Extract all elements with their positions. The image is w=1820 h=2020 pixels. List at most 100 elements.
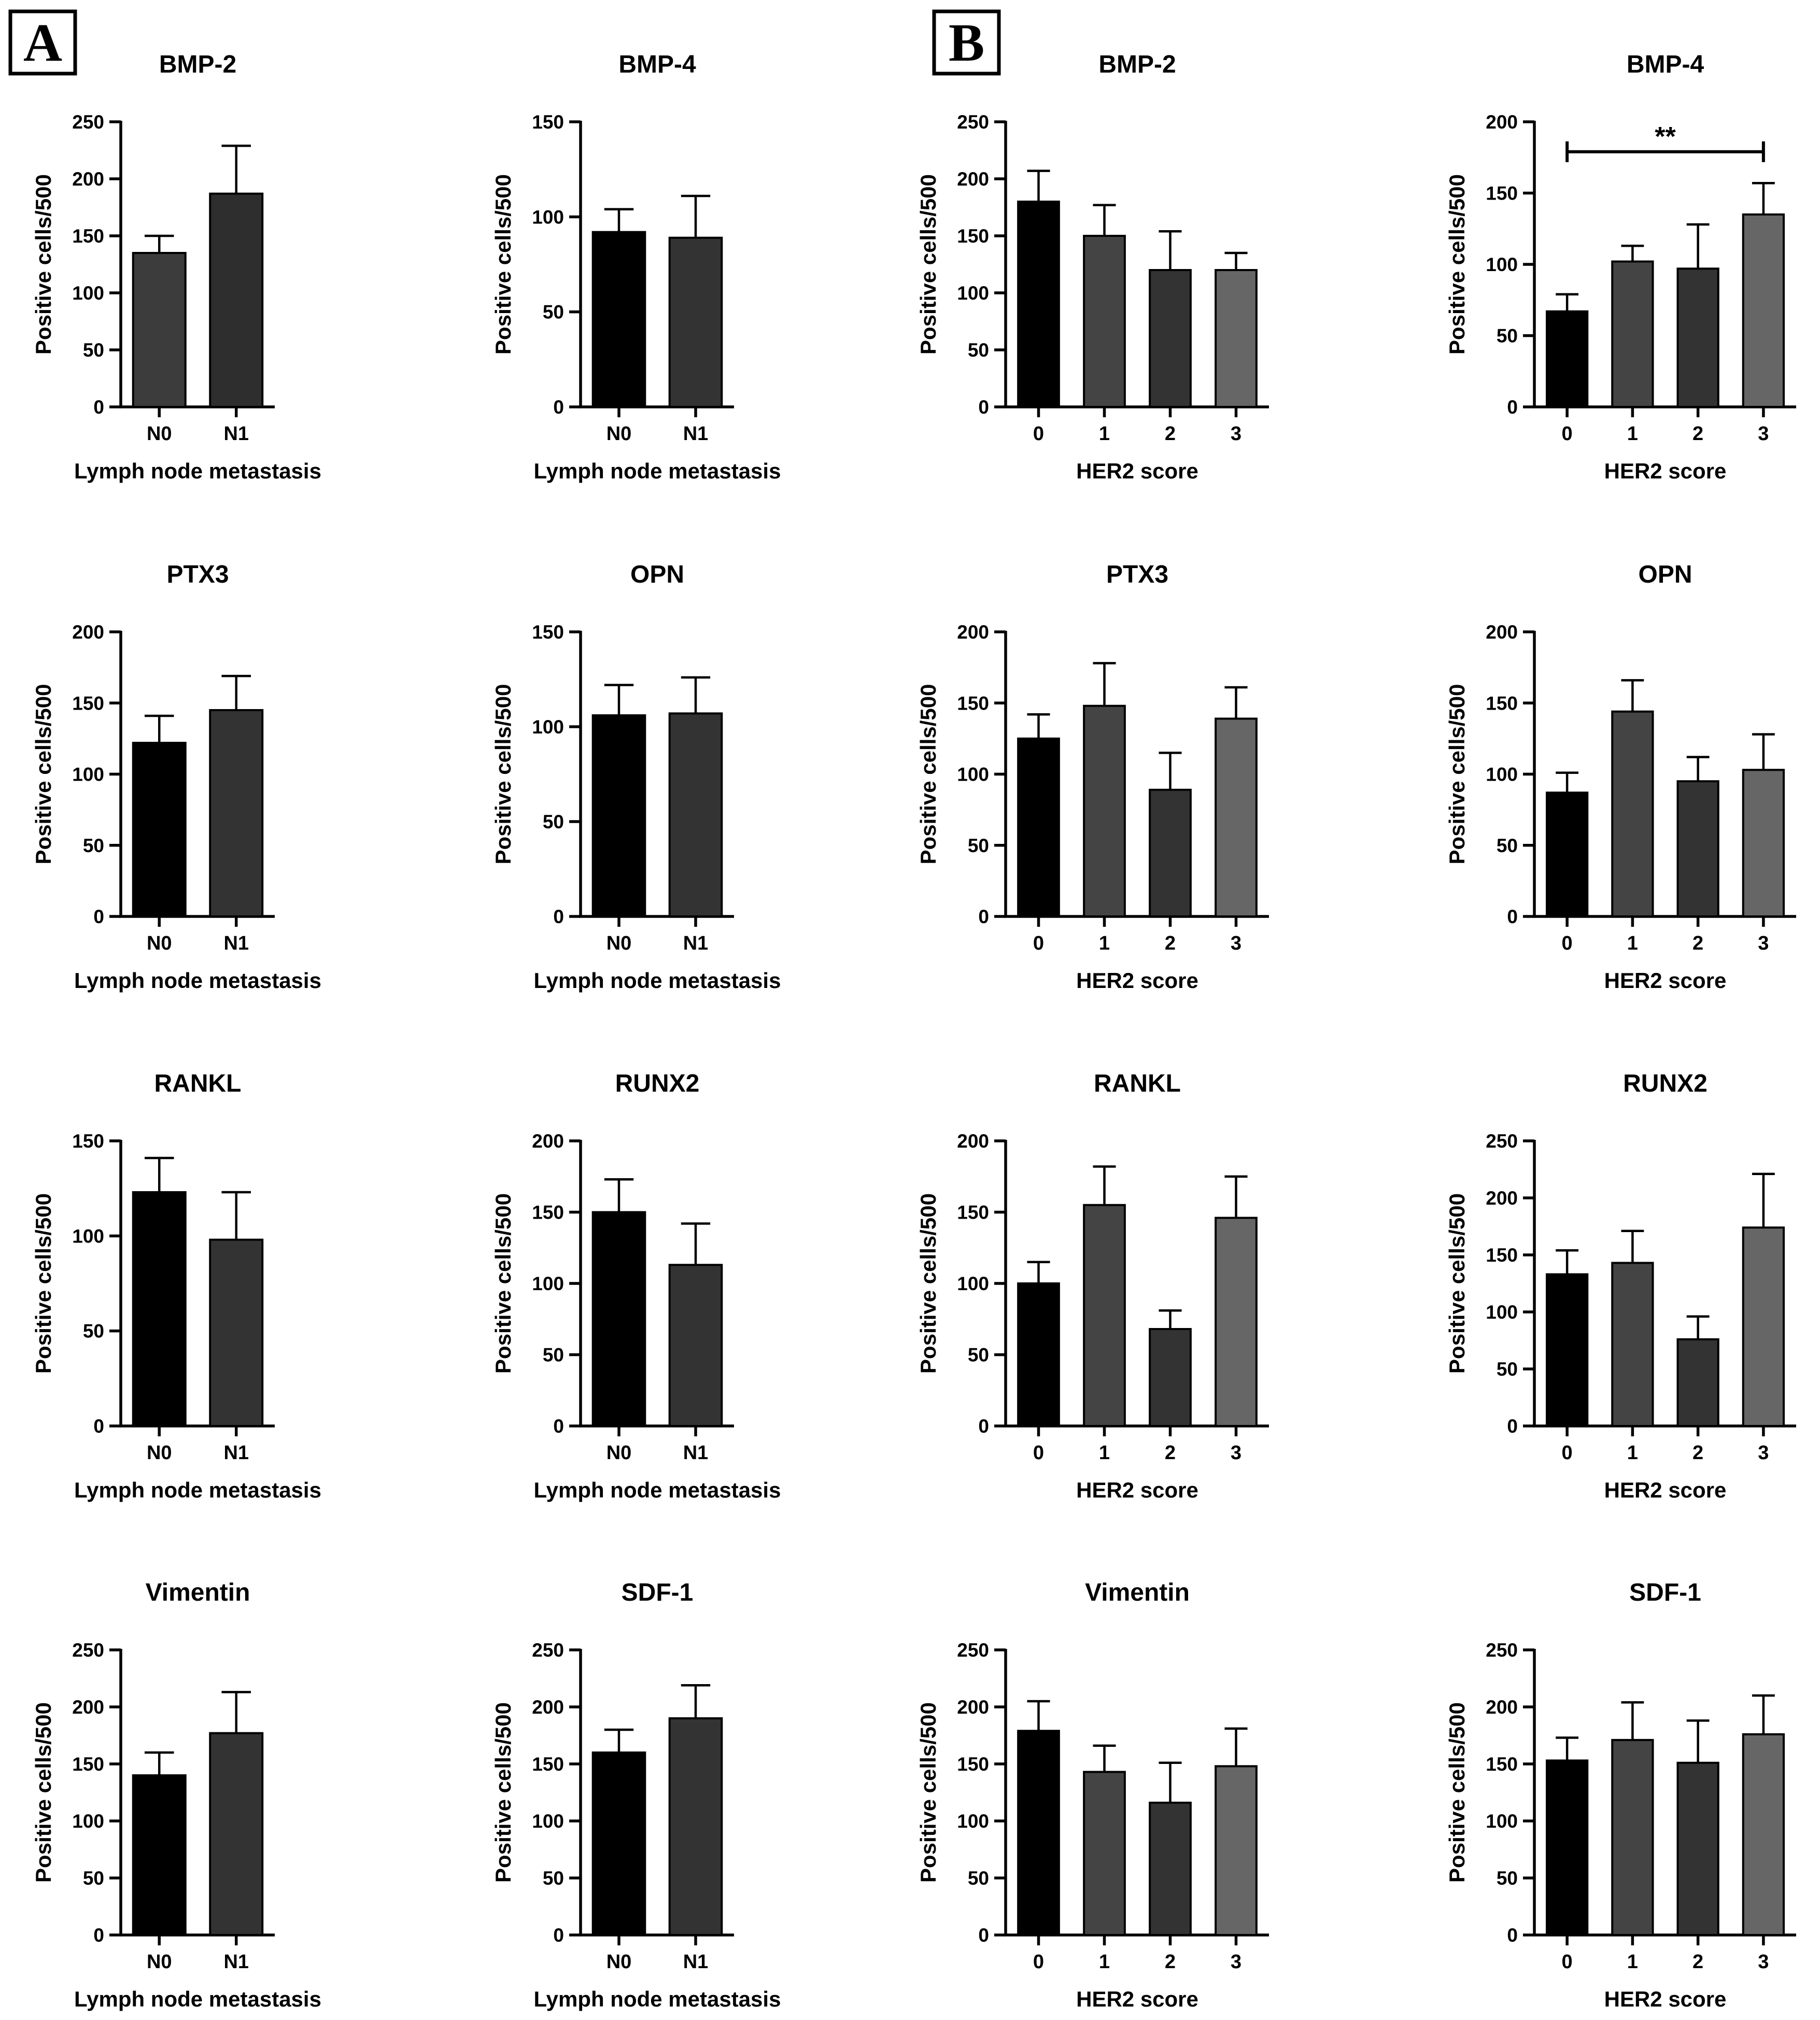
bar-1 xyxy=(1083,235,1126,408)
y-tick-label: 200 xyxy=(532,1131,564,1152)
x-tick-label: 0 xyxy=(1033,423,1044,445)
x-tick-label: N0 xyxy=(606,933,632,954)
y-tick-label: 0 xyxy=(1507,397,1518,418)
bar-2 xyxy=(1149,1328,1192,1427)
chart-title: SDF-1 xyxy=(622,1579,694,1606)
bar-1 xyxy=(1083,1204,1126,1427)
bar-2 xyxy=(1676,1338,1719,1428)
chart-5: PTX3 Positive cells/500 0 50 100 150 200 N0 N1 Ly… xyxy=(31,561,321,993)
y-tick-label: 0 xyxy=(978,397,989,418)
chart-7: PTX3 Positive cells/500 0 50 100 150 200 0 1 2 3 HE… xyxy=(916,561,1269,993)
x-axis-label: Lymph node metastasis xyxy=(74,968,321,993)
y-tick-label: 0 xyxy=(978,906,989,927)
bar-0 xyxy=(1017,1730,1060,1936)
chart-10: RUNX2 Positive cells/500 0 50 100 150 200 N0 N1 L… xyxy=(491,1070,781,1502)
y-tick-label: 100 xyxy=(72,764,104,785)
chart-title: OPN xyxy=(1638,561,1692,588)
x-axis-label: HER2 score xyxy=(1076,968,1198,993)
chart-title: BMP-4 xyxy=(618,51,696,78)
x-tick-label: 1 xyxy=(1099,1951,1110,1973)
chart-6: OPN Positive cells/500 0 50 100 150 N0 N1 Lymph … xyxy=(491,561,781,993)
y-tick-label: 50 xyxy=(543,302,564,323)
y-tick-label: 150 xyxy=(72,1131,104,1152)
bar-3 xyxy=(1742,1226,1785,1427)
y-tick-label: 200 xyxy=(1486,621,1518,643)
y-tick-label: 50 xyxy=(968,1868,989,1889)
x-tick-label: 0 xyxy=(1562,933,1573,954)
x-tick-label: N0 xyxy=(606,1442,632,1464)
x-tick-label: N1 xyxy=(683,1442,709,1464)
chart-4: BMP-4 Positive cells/500 0 50 100 150 200 0 1 2 3 H… xyxy=(1445,51,1796,483)
y-tick-label: 150 xyxy=(957,1754,989,1775)
y-tick-label: 250 xyxy=(957,1640,989,1661)
x-tick-label: 3 xyxy=(1231,933,1241,954)
chart-16: SDF-1 Positive cells/500 0 50 100 150 200 250 0 1… xyxy=(1445,1579,1796,2011)
chart-15: Vimentin Positive cells/500 0 50 100 150 200 25… xyxy=(916,1579,1269,2011)
bar-3 xyxy=(1742,1733,1785,1937)
y-tick-label: 250 xyxy=(72,111,104,133)
y-tick-label: 50 xyxy=(1497,326,1518,347)
x-tick-label: 1 xyxy=(1099,933,1110,954)
bar-2 xyxy=(1676,1761,1719,1937)
x-tick-label: 1 xyxy=(1627,1951,1638,1973)
y-tick-label: 250 xyxy=(1486,1131,1518,1152)
bar-1 xyxy=(1611,1262,1654,1427)
chart-title: Vimentin xyxy=(146,1579,250,1606)
x-axis-label: HER2 score xyxy=(1076,459,1198,483)
y-tick-label: 0 xyxy=(93,397,104,418)
y-axis-label: Positive cells/500 xyxy=(916,684,940,865)
bar-N0 xyxy=(591,1751,646,1936)
y-tick-label: 100 xyxy=(72,1811,104,1832)
x-axis-label: Lymph node metastasis xyxy=(534,459,781,483)
y-tick-label: 100 xyxy=(957,282,989,304)
x-tick-label: N1 xyxy=(683,1951,709,1973)
panel-a-letter: A xyxy=(23,13,62,73)
y-tick-label: 50 xyxy=(543,811,564,832)
x-tick-label: 3 xyxy=(1231,1442,1241,1464)
chart-title: RANKL xyxy=(154,1070,242,1097)
bar-N0 xyxy=(591,714,646,918)
y-tick-label: 100 xyxy=(1486,764,1518,785)
y-tick-label: 200 xyxy=(1486,1188,1518,1209)
x-tick-label: 3 xyxy=(1231,423,1241,445)
panel-b-letter: B xyxy=(949,13,984,73)
x-tick-label: 2 xyxy=(1692,423,1703,445)
bar-0 xyxy=(1545,1759,1589,1936)
y-axis-label: Positive cells/500 xyxy=(31,174,55,355)
bar-N1 xyxy=(209,1732,264,1937)
x-tick-label: 3 xyxy=(1758,423,1769,445)
y-tick-label: 100 xyxy=(532,1811,564,1832)
y-tick-label: 50 xyxy=(1497,835,1518,856)
y-tick-label: 200 xyxy=(1486,1697,1518,1718)
bar-N0 xyxy=(591,1211,646,1427)
y-tick-label: 250 xyxy=(957,111,989,133)
x-tick-label: N0 xyxy=(147,423,172,445)
y-axis-label: Positive cells/500 xyxy=(1445,684,1469,865)
bar-0 xyxy=(1545,310,1589,408)
y-tick-label: 50 xyxy=(83,1868,104,1889)
x-axis-label: HER2 score xyxy=(1604,1478,1727,1502)
bar-N0 xyxy=(132,742,187,917)
bar-N1 xyxy=(209,192,264,408)
bar-N1 xyxy=(668,236,723,408)
y-tick-label: 100 xyxy=(957,764,989,785)
bar-2 xyxy=(1149,1801,1192,1937)
chart-9: RANKL Positive cells/500 0 50 100 150 N0 N1 Lymp… xyxy=(31,1070,321,1502)
y-tick-label: 50 xyxy=(543,1868,564,1889)
y-tick-label: 150 xyxy=(1486,1754,1518,1775)
y-tick-label: 200 xyxy=(72,1697,104,1718)
y-tick-label: 150 xyxy=(1486,1245,1518,1266)
x-tick-label: 0 xyxy=(1033,1951,1044,1973)
y-tick-label: 150 xyxy=(1486,183,1518,204)
y-tick-label: 150 xyxy=(72,1754,104,1775)
y-tick-label: 150 xyxy=(532,1202,564,1223)
chart-3: BMP-2 Positive cells/500 0 50 100 150 200 250 0 1… xyxy=(916,51,1269,483)
bar-0 xyxy=(1545,792,1589,918)
y-tick-label: 0 xyxy=(553,397,564,418)
y-tick-label: 200 xyxy=(957,1131,989,1152)
y-axis-label: Positive cells/500 xyxy=(491,1702,515,1883)
y-tick-label: 200 xyxy=(72,168,104,190)
chart-title: RUNX2 xyxy=(615,1070,700,1097)
